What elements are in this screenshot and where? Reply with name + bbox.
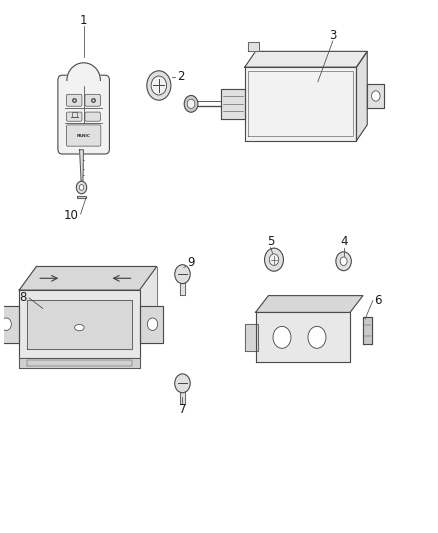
FancyBboxPatch shape — [58, 75, 110, 154]
Polygon shape — [27, 300, 132, 349]
Polygon shape — [245, 51, 367, 67]
Circle shape — [265, 248, 283, 271]
Circle shape — [79, 184, 84, 190]
FancyBboxPatch shape — [85, 94, 100, 106]
FancyBboxPatch shape — [85, 112, 100, 121]
Circle shape — [273, 326, 291, 348]
Polygon shape — [19, 358, 140, 368]
Polygon shape — [19, 266, 157, 290]
Polygon shape — [19, 290, 140, 358]
Text: PANIC: PANIC — [77, 133, 91, 138]
Polygon shape — [67, 63, 100, 80]
Polygon shape — [140, 306, 163, 343]
Polygon shape — [248, 42, 259, 51]
Text: 4: 4 — [341, 235, 348, 248]
Polygon shape — [221, 88, 245, 119]
FancyBboxPatch shape — [67, 112, 82, 121]
Circle shape — [151, 76, 166, 95]
Text: 9: 9 — [187, 256, 194, 269]
Text: 6: 6 — [374, 294, 382, 307]
Polygon shape — [0, 306, 19, 343]
Polygon shape — [255, 296, 363, 312]
Circle shape — [148, 318, 158, 330]
Ellipse shape — [74, 325, 84, 331]
Circle shape — [175, 265, 190, 284]
Polygon shape — [77, 196, 86, 198]
Circle shape — [187, 99, 195, 109]
Polygon shape — [245, 324, 258, 351]
Circle shape — [1, 318, 11, 330]
Circle shape — [308, 326, 326, 348]
Polygon shape — [180, 277, 185, 295]
Text: 10: 10 — [63, 208, 78, 222]
Text: 5: 5 — [267, 235, 274, 248]
Polygon shape — [363, 317, 372, 344]
Circle shape — [184, 95, 198, 112]
FancyBboxPatch shape — [67, 94, 82, 106]
Text: 1: 1 — [80, 14, 88, 28]
Text: 2: 2 — [177, 70, 184, 83]
Circle shape — [269, 254, 279, 265]
Circle shape — [340, 257, 347, 265]
Polygon shape — [80, 150, 84, 185]
Polygon shape — [36, 266, 157, 335]
Circle shape — [371, 91, 380, 101]
FancyBboxPatch shape — [67, 125, 101, 146]
Polygon shape — [255, 312, 350, 362]
Polygon shape — [180, 386, 185, 405]
Text: 7: 7 — [179, 403, 186, 416]
Polygon shape — [357, 51, 367, 141]
Text: 8: 8 — [19, 292, 26, 304]
Polygon shape — [245, 67, 357, 141]
Polygon shape — [367, 84, 385, 108]
Circle shape — [175, 374, 190, 393]
Circle shape — [336, 252, 351, 271]
Circle shape — [147, 71, 171, 100]
Circle shape — [76, 181, 87, 194]
Text: 3: 3 — [329, 29, 336, 42]
